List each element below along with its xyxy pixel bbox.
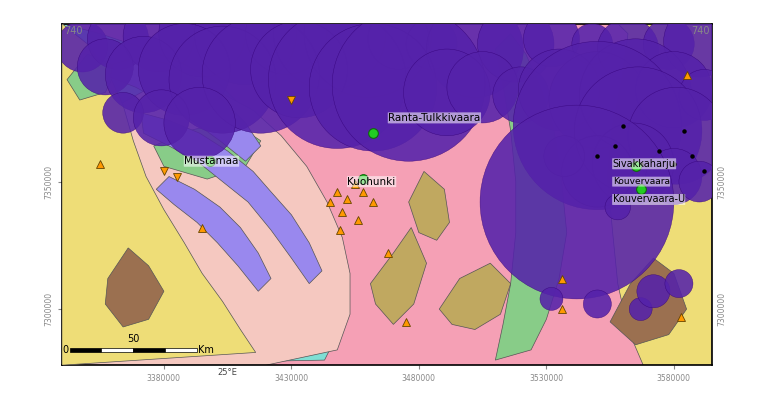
Polygon shape	[62, 82, 350, 365]
Text: Ranta-Tulkkivaara: Ranta-Tulkkivaara	[389, 113, 481, 123]
Text: 50: 50	[127, 334, 139, 344]
Text: 7300000: 7300000	[717, 292, 726, 326]
Circle shape	[592, 123, 674, 204]
Circle shape	[643, 18, 694, 69]
Circle shape	[103, 92, 143, 133]
Circle shape	[273, 0, 385, 90]
Circle shape	[540, 288, 563, 311]
Text: Mustamaa: Mustamaa	[184, 156, 238, 166]
Circle shape	[447, 51, 519, 123]
Polygon shape	[495, 34, 567, 360]
Circle shape	[202, 16, 320, 133]
Text: 25°E: 25°E	[217, 368, 238, 377]
Circle shape	[105, 36, 182, 113]
Circle shape	[572, 23, 613, 64]
Text: Km: Km	[198, 345, 214, 355]
Polygon shape	[610, 258, 687, 345]
Circle shape	[123, 0, 194, 72]
Circle shape	[679, 161, 720, 202]
Circle shape	[194, 0, 296, 85]
Circle shape	[513, 41, 681, 210]
Circle shape	[663, 6, 735, 77]
Circle shape	[77, 39, 133, 95]
Polygon shape	[156, 176, 271, 291]
Text: Kuohunki: Kuohunki	[348, 177, 396, 186]
Circle shape	[519, 49, 600, 131]
Circle shape	[251, 21, 348, 118]
Polygon shape	[105, 248, 164, 327]
Bar	[133, 348, 165, 352]
Circle shape	[332, 8, 485, 161]
Polygon shape	[141, 113, 322, 283]
Polygon shape	[409, 171, 450, 240]
Polygon shape	[608, 23, 712, 365]
Circle shape	[269, 11, 406, 148]
Circle shape	[245, 0, 327, 74]
Circle shape	[480, 105, 674, 299]
Polygon shape	[67, 54, 118, 100]
Circle shape	[637, 275, 670, 308]
Polygon shape	[371, 227, 426, 324]
Circle shape	[605, 194, 631, 220]
Circle shape	[584, 290, 611, 318]
Circle shape	[580, 39, 692, 151]
Polygon shape	[154, 120, 261, 179]
Text: Kouvervaara: Kouvervaara	[613, 177, 670, 186]
Circle shape	[646, 148, 702, 204]
Circle shape	[493, 67, 549, 123]
Circle shape	[403, 49, 490, 136]
Circle shape	[562, 136, 633, 207]
Text: 740: 740	[64, 26, 83, 36]
Text: Kouvervaara-U: Kouvervaara-U	[613, 194, 685, 204]
Bar	[70, 348, 101, 352]
Circle shape	[133, 90, 190, 146]
Polygon shape	[111, 57, 261, 161]
Circle shape	[544, 136, 584, 176]
Text: 7350000: 7350000	[717, 165, 726, 199]
Circle shape	[139, 23, 230, 115]
Circle shape	[478, 6, 554, 82]
Circle shape	[629, 298, 652, 321]
Circle shape	[304, 0, 432, 97]
Polygon shape	[440, 263, 511, 329]
Circle shape	[598, 18, 659, 80]
Bar	[101, 348, 133, 352]
Circle shape	[523, 11, 580, 67]
Circle shape	[628, 87, 724, 184]
Circle shape	[368, 8, 429, 69]
Circle shape	[169, 26, 276, 133]
Circle shape	[549, 51, 646, 148]
Circle shape	[426, 0, 523, 97]
Circle shape	[406, 18, 457, 69]
Circle shape	[87, 8, 149, 69]
Circle shape	[574, 67, 702, 194]
Text: Sivakkaharju: Sivakkaharju	[613, 159, 676, 169]
Bar	[165, 348, 197, 352]
Polygon shape	[62, 23, 255, 365]
Circle shape	[159, 0, 245, 77]
Polygon shape	[62, 23, 712, 365]
Circle shape	[665, 270, 693, 298]
Circle shape	[310, 23, 437, 151]
Polygon shape	[62, 23, 337, 365]
Circle shape	[57, 21, 108, 72]
Circle shape	[679, 69, 730, 120]
Text: 740: 740	[691, 26, 710, 36]
Text: 0: 0	[62, 345, 68, 355]
Circle shape	[164, 87, 235, 159]
Circle shape	[635, 51, 712, 128]
